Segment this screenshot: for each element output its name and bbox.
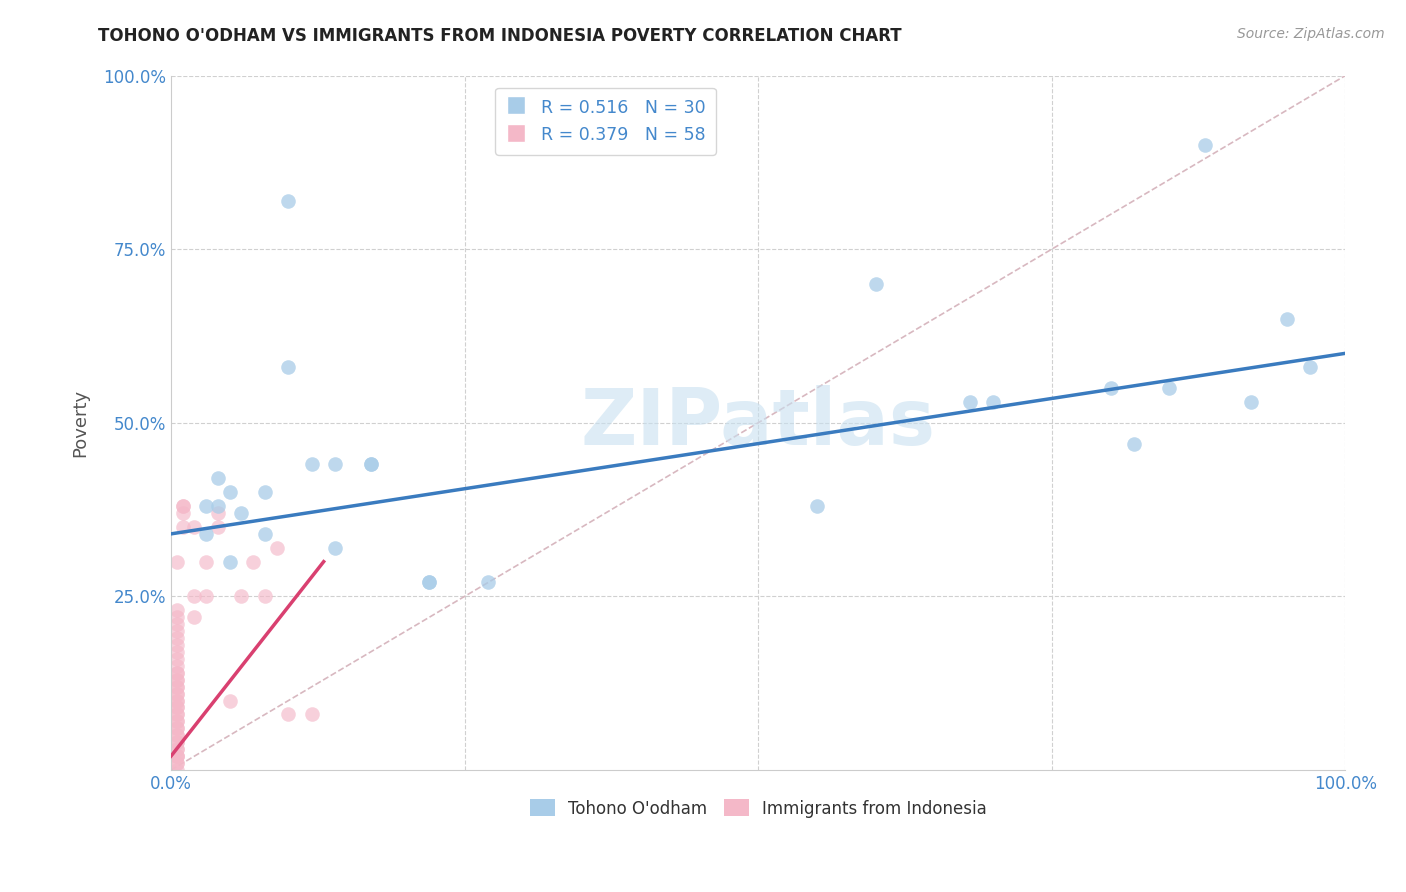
Point — [166, 728, 188, 742]
Point — [166, 645, 188, 659]
Point — [277, 194, 299, 208]
Text: TOHONO O'ODHAM VS IMMIGRANTS FROM INDONESIA POVERTY CORRELATION CHART: TOHONO O'ODHAM VS IMMIGRANTS FROM INDONE… — [98, 27, 903, 45]
Point — [172, 520, 194, 534]
Y-axis label: Poverty: Poverty — [72, 389, 89, 457]
Point — [166, 665, 188, 680]
Point — [166, 714, 188, 729]
Point — [1099, 381, 1122, 395]
Point — [231, 506, 253, 520]
Point — [360, 458, 382, 472]
Point — [418, 575, 440, 590]
Point — [166, 673, 188, 687]
Point — [806, 499, 828, 513]
Point — [1240, 395, 1263, 409]
Legend: Tohono O'odham, Immigrants from Indonesia: Tohono O'odham, Immigrants from Indonesi… — [523, 793, 994, 824]
Point — [166, 722, 188, 736]
Point — [166, 756, 188, 770]
Point — [166, 673, 188, 687]
Point — [166, 756, 188, 770]
Point — [166, 735, 188, 749]
Point — [195, 555, 218, 569]
Point — [477, 575, 499, 590]
Point — [195, 590, 218, 604]
Point — [166, 742, 188, 756]
Point — [166, 749, 188, 764]
Point — [166, 603, 188, 617]
Point — [166, 652, 188, 666]
Point — [166, 728, 188, 742]
Point — [218, 555, 240, 569]
Point — [166, 707, 188, 722]
Point — [242, 555, 264, 569]
Point — [253, 527, 276, 541]
Point — [166, 631, 188, 645]
Point — [166, 610, 188, 624]
Point — [172, 499, 194, 513]
Point — [207, 499, 229, 513]
Point — [277, 360, 299, 375]
Point — [172, 506, 194, 520]
Point — [166, 693, 188, 707]
Point — [195, 499, 218, 513]
Point — [207, 520, 229, 534]
Point — [166, 665, 188, 680]
Point — [301, 458, 323, 472]
Point — [166, 700, 188, 714]
Point — [166, 638, 188, 652]
Point — [166, 687, 188, 701]
Point — [166, 735, 188, 749]
Text: Source: ZipAtlas.com: Source: ZipAtlas.com — [1237, 27, 1385, 41]
Point — [360, 458, 382, 472]
Point — [166, 714, 188, 729]
Point — [166, 687, 188, 701]
Point — [183, 590, 205, 604]
Point — [1123, 436, 1146, 450]
Point — [253, 590, 276, 604]
Point — [166, 617, 188, 632]
Point — [166, 658, 188, 673]
Point — [166, 693, 188, 707]
Point — [166, 749, 188, 764]
Point — [207, 506, 229, 520]
Point — [1299, 360, 1322, 375]
Point — [183, 610, 205, 624]
Point — [981, 395, 1004, 409]
Point — [325, 541, 347, 555]
Text: ZIPatlas: ZIPatlas — [581, 384, 936, 461]
Point — [166, 722, 188, 736]
Point — [301, 707, 323, 722]
Point — [166, 624, 188, 639]
Point — [183, 520, 205, 534]
Point — [1159, 381, 1181, 395]
Point — [1194, 138, 1216, 153]
Point — [172, 499, 194, 513]
Point — [1275, 311, 1298, 326]
Point — [418, 575, 440, 590]
Point — [253, 485, 276, 500]
Point — [166, 680, 188, 694]
Point — [231, 590, 253, 604]
Point — [166, 749, 188, 764]
Point — [218, 485, 240, 500]
Point — [277, 707, 299, 722]
Point — [325, 458, 347, 472]
Point — [166, 707, 188, 722]
Point — [207, 471, 229, 485]
Point — [166, 555, 188, 569]
Point — [166, 680, 188, 694]
Point — [266, 541, 288, 555]
Point — [166, 742, 188, 756]
Point — [865, 277, 887, 291]
Point — [195, 527, 218, 541]
Point — [166, 700, 188, 714]
Point — [166, 763, 188, 777]
Point — [218, 693, 240, 707]
Point — [959, 395, 981, 409]
